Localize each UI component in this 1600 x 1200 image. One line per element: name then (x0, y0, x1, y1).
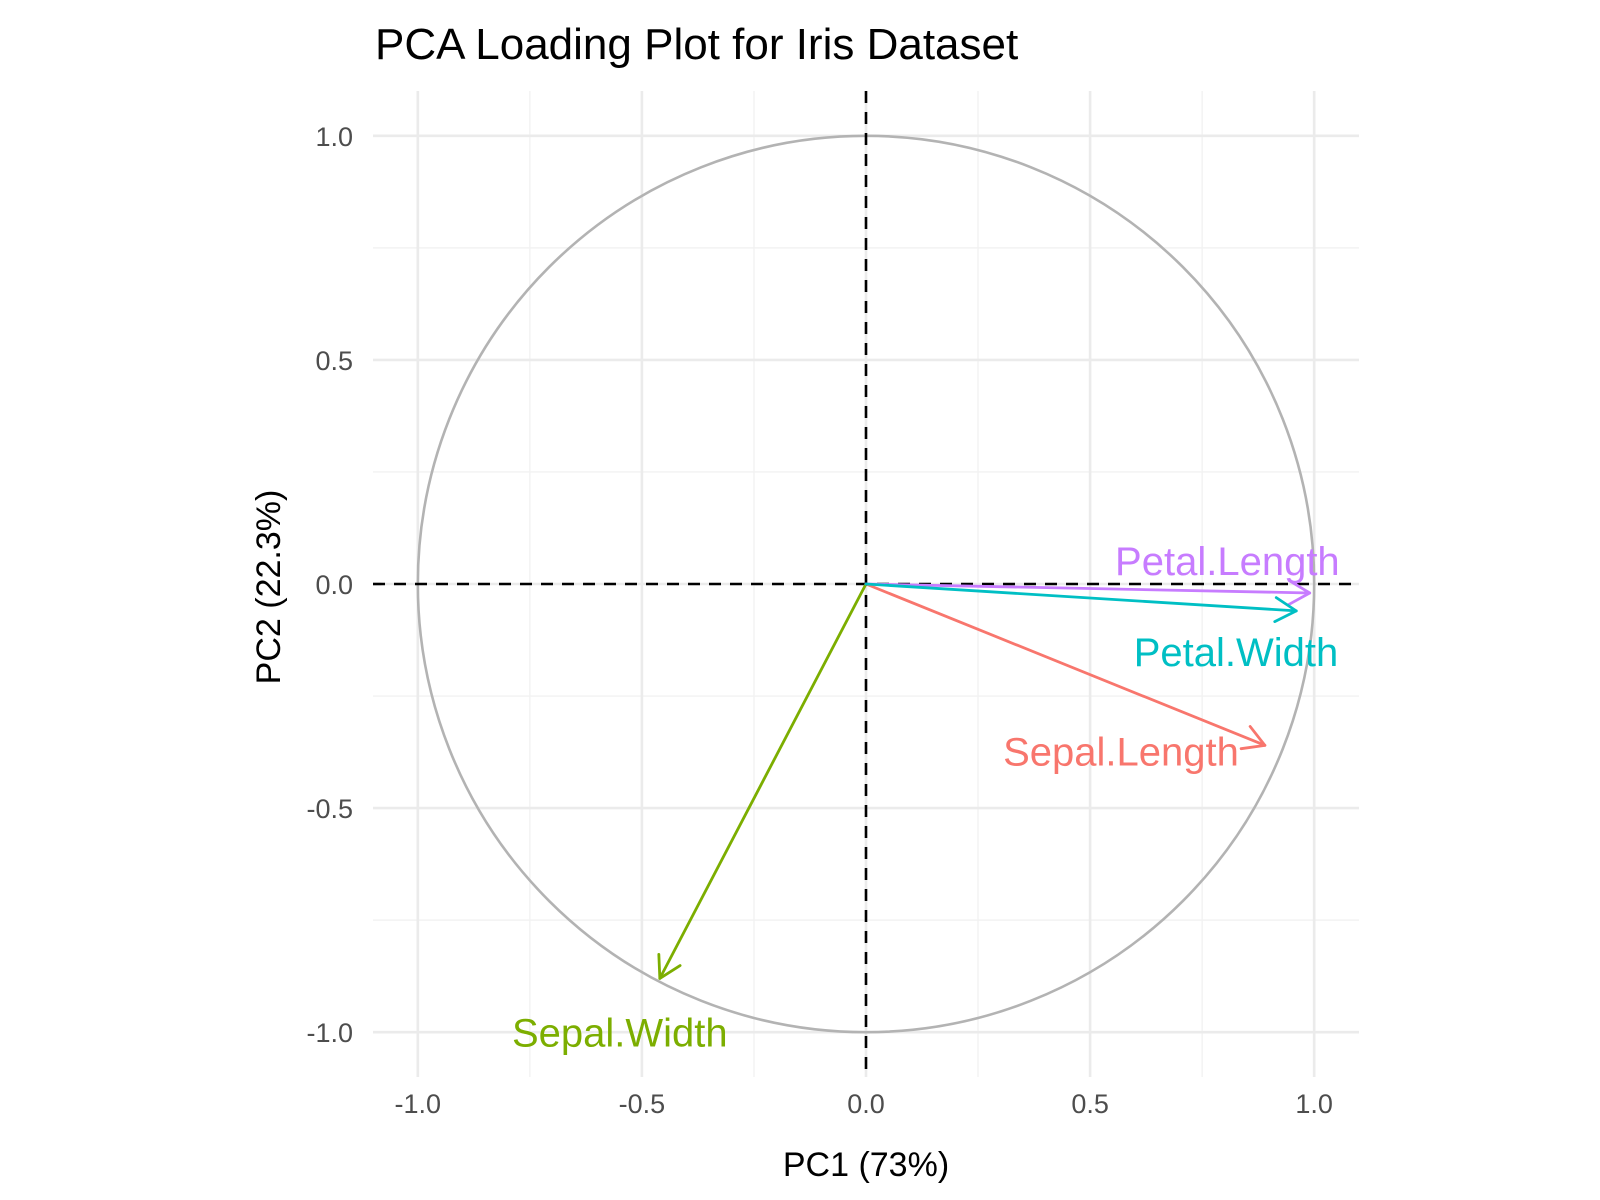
arrow-shaft-sepal-length (864, 582, 1267, 747)
chart-title: PCA Loading Plot for Iris Dataset (375, 20, 1018, 69)
label-sepal-length: Sepal.Length (1003, 730, 1239, 774)
label-petal-width: Petal.Width (1134, 631, 1339, 675)
y-tick-label-0: -1.0 (306, 1018, 353, 1048)
tick-labels: -1.0 -0.5 0.0 0.5 1.0 -1.0 -0.5 0.0 0.5 1.0 (306, 122, 1332, 1119)
arrow-head-sepal-length (1239, 725, 1267, 751)
loading-labels: Sepal.Length Sepal.Width Petal.Length Petal… (512, 540, 1340, 1055)
y-axis-title: PC2 (22.3%) (250, 490, 288, 685)
arrow-head-petal-width (1273, 596, 1298, 623)
x-tick-label-1: -0.5 (619, 1089, 666, 1119)
arrow-petal-width (864, 582, 1298, 623)
y-tick-label-1: -0.5 (306, 794, 353, 824)
arrow-shaft-sepal-width (658, 582, 868, 980)
arrow-petal-length (864, 579, 1312, 606)
x-axis-title: PC1 (73%) (783, 1146, 949, 1184)
x-tick-label-0: -1.0 (395, 1089, 442, 1119)
y-tick-label-4: 1.0 (315, 122, 353, 152)
arrow-sepal-width (657, 582, 868, 980)
x-tick-label-2: 0.0 (847, 1089, 885, 1119)
arrow-head-sepal-width (657, 953, 682, 980)
arrow-sepal-length (864, 582, 1267, 751)
y-tick-label-2: 0.0 (315, 570, 353, 600)
label-petal-length: Petal.Length (1115, 540, 1340, 584)
loading-arrows (657, 579, 1312, 980)
label-sepal-width: Sepal.Width (512, 1011, 728, 1055)
arrow-head-petal-length (1287, 579, 1312, 606)
arrow-shaft-petal-length (864, 582, 1312, 595)
x-tick-label-4: 1.0 (1295, 1089, 1333, 1119)
arrow-shaft-petal-width (864, 582, 1298, 613)
y-tick-label-3: 0.5 (315, 346, 353, 376)
x-tick-label-3: 0.5 (1071, 1089, 1109, 1119)
